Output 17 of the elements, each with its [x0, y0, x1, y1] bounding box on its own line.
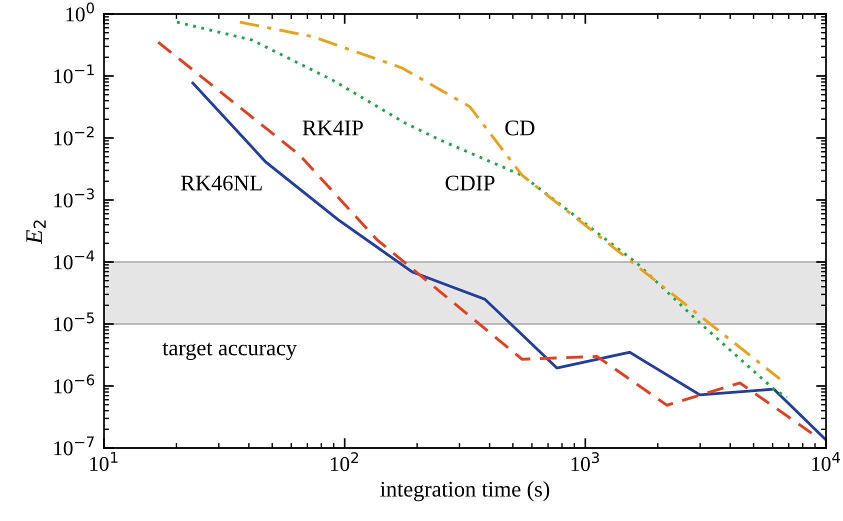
- y-tick-label: 10$^{−5}$: [54, 312, 94, 332]
- series-label: CD: [505, 120, 534, 136]
- series-label: RK46NL: [180, 176, 262, 191]
- y-tick-label: 10$^{−1}$: [54, 64, 94, 84]
- band-label: target accuracy: [162, 342, 297, 360]
- x-tick-label: 10$^{3}$: [572, 452, 599, 472]
- x-axis-title: integration time (s): [380, 481, 550, 502]
- series-label: CDIP: [446, 176, 494, 191]
- y-tick-label: 10$^{−2}$: [54, 126, 94, 146]
- x-tick-label: 10$^{2}$: [330, 452, 358, 472]
- y-tick-label: 10$^{0}$: [66, 2, 94, 22]
- y-tick-label: 10$^{−6}$: [54, 374, 94, 394]
- y-tick-label: 10$^{−4}$: [54, 250, 94, 270]
- y-axis-title: E$_{2}$: [26, 220, 46, 244]
- series-label: RK4IP: [302, 120, 363, 136]
- y-tick-label: 10$^{−3}$: [54, 188, 94, 208]
- x-tick-label: 10$^{4}$: [812, 452, 840, 471]
